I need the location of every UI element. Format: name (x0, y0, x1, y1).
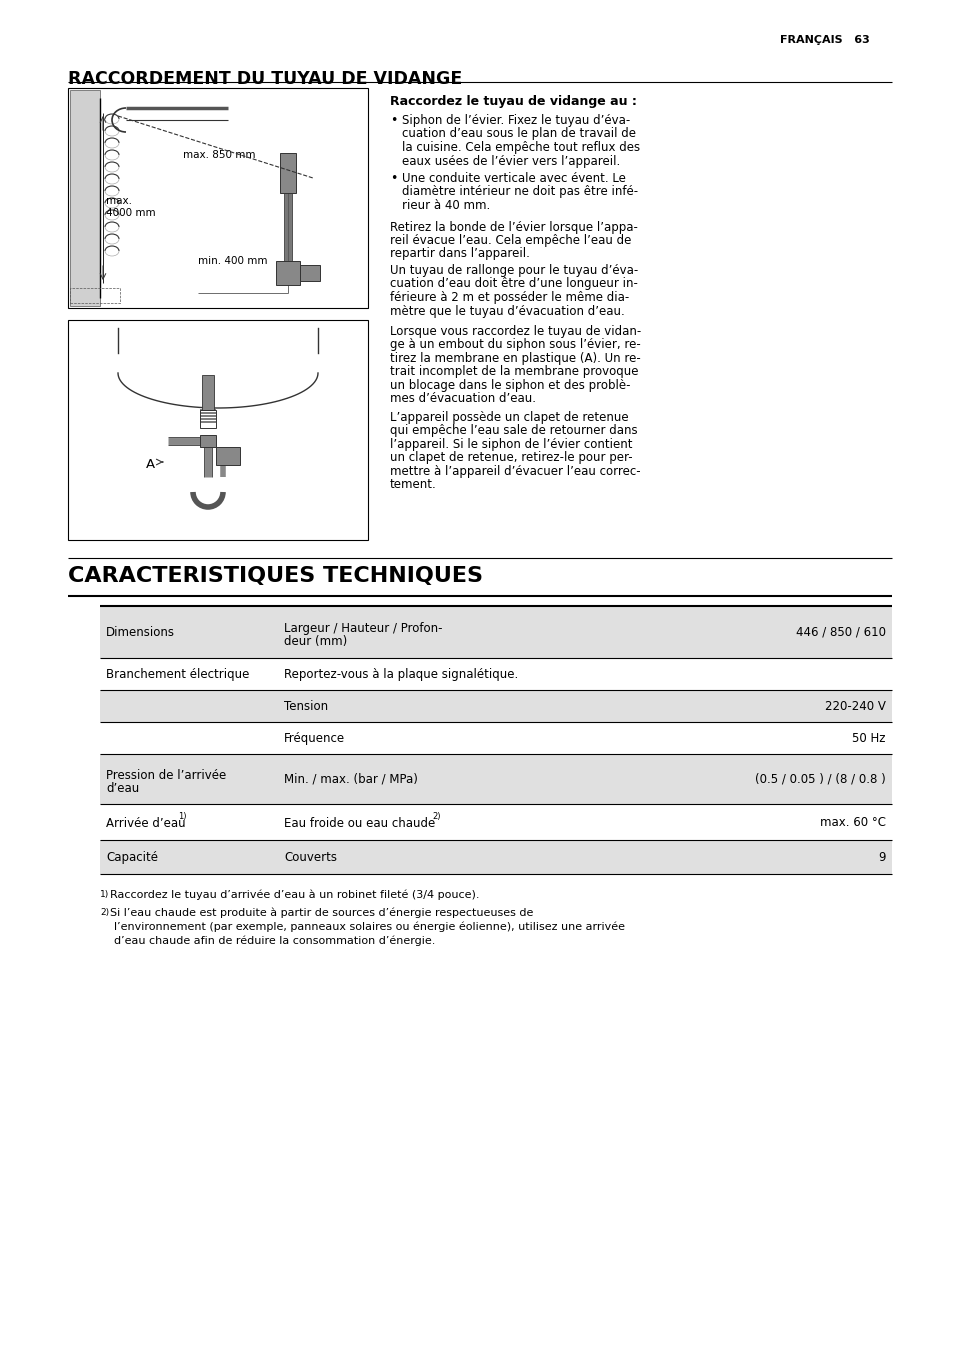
Bar (202, 375, 213, 410)
Text: eaux usées de l’évier vers l’appareil.: eaux usées de l’évier vers l’appareil. (401, 154, 619, 168)
Text: mètre que le tuyau d’évacuation d’eau.: mètre que le tuyau d’évacuation d’eau. (390, 304, 624, 318)
Text: A: A (146, 458, 155, 470)
Text: CARACTERISTIQUES TECHNIQUES: CARACTERISTIQUES TECHNIQUES (68, 566, 482, 585)
Text: Capacité: Capacité (106, 850, 158, 864)
Text: Si l’eau chaude est produite à partir de sources d’énergie respectueuses de: Si l’eau chaude est produite à partir de… (110, 909, 533, 918)
Text: max.: max. (106, 196, 132, 206)
Text: Lorsque vous raccordez le tuyau de vidan-: Lorsque vous raccordez le tuyau de vidan… (390, 324, 640, 338)
Text: Pression de l’arrivée: Pression de l’arrivée (106, 769, 226, 781)
Bar (200, 435, 215, 448)
Text: reil évacue l’eau. Cela empêche l’eau de: reil évacue l’eau. Cela empêche l’eau de (390, 234, 631, 247)
Text: d’eau: d’eau (106, 781, 139, 795)
Text: 1): 1) (100, 890, 110, 899)
Text: diamètre intérieur ne doit pas être infé-: diamètre intérieur ne doit pas être infé… (401, 185, 638, 199)
Text: un clapet de retenue, retirez-le pour per-: un clapet de retenue, retirez-le pour pe… (390, 452, 632, 465)
Text: la cuisine. Cela empêche tout reflux des: la cuisine. Cela empêche tout reflux des (401, 141, 639, 154)
Text: tirez la membrane en plastique (A). Un re-: tirez la membrane en plastique (A). Un r… (390, 352, 640, 365)
Text: 9: 9 (878, 850, 885, 864)
Text: max. 850 mm: max. 850 mm (183, 150, 255, 160)
Text: qui empêche l’eau sale de retourner dans: qui empêche l’eau sale de retourner dans (390, 425, 637, 438)
Text: Siphon de l’évier. Fixez le tuyau d’éva-: Siphon de l’évier. Fixez le tuyau d’éva- (401, 114, 630, 127)
Text: 220-240 V: 220-240 V (824, 700, 885, 713)
Text: Raccordez le tuyau de vidange au :: Raccordez le tuyau de vidange au : (390, 95, 637, 108)
Bar (68, 88, 368, 308)
Text: Eau froide ou eau chaude: Eau froide ou eau chaude (284, 817, 435, 830)
Text: rieur à 40 mm.: rieur à 40 mm. (401, 199, 490, 212)
Bar (215, 448, 240, 465)
Text: 1): 1) (178, 813, 186, 821)
Bar (100, 690, 891, 722)
Text: ge à un embout du siphon sous l’évier, re-: ge à un embout du siphon sous l’évier, r… (390, 338, 640, 352)
Text: Dimensions: Dimensions (106, 626, 174, 639)
Bar (200, 410, 215, 429)
Text: max. 60 °C: max. 60 °C (820, 817, 885, 829)
Bar (100, 804, 891, 840)
Bar (100, 840, 891, 873)
Bar (100, 754, 891, 804)
Text: 446 / 850 / 610: 446 / 850 / 610 (795, 626, 885, 639)
Bar (100, 658, 891, 690)
Bar (100, 606, 891, 658)
Text: RACCORDEMENT DU TUYAU DE VIDANGE: RACCORDEMENT DU TUYAU DE VIDANGE (68, 70, 462, 88)
Text: Une conduite verticale avec évent. Le: Une conduite verticale avec évent. Le (401, 172, 625, 185)
Text: cuation d’eau sous le plan de travail de: cuation d’eau sous le plan de travail de (401, 127, 636, 141)
Text: min. 400 mm: min. 400 mm (198, 256, 267, 266)
Bar (299, 265, 319, 281)
Text: (0.5 / 0.05 ) / (8 / 0.8 ): (0.5 / 0.05 ) / (8 / 0.8 ) (755, 773, 885, 786)
Text: 2): 2) (100, 909, 109, 917)
Text: Retirez la bonde de l’évier lorsque l’appa-: Retirez la bonde de l’évier lorsque l’ap… (390, 220, 638, 234)
Text: l’appareil. Si le siphon de l’évier contient: l’appareil. Si le siphon de l’évier cont… (390, 438, 632, 452)
Text: trait incomplet de la membrane provoque: trait incomplet de la membrane provoque (390, 365, 638, 379)
Text: Couverts: Couverts (284, 850, 336, 864)
Text: Branchement électrique: Branchement électrique (106, 668, 249, 681)
Text: 2): 2) (432, 813, 440, 821)
Text: Raccordez le tuyau d’arrivée d’eau à un robinet fileté (3/4 pouce).: Raccordez le tuyau d’arrivée d’eau à un … (110, 890, 479, 900)
Bar (70, 91, 100, 306)
Text: Fréquence: Fréquence (284, 731, 345, 745)
Text: tement.: tement. (390, 479, 436, 492)
Text: •: • (390, 172, 397, 185)
Text: 50 Hz: 50 Hz (852, 731, 885, 745)
Text: mettre à l’appareil d’évacuer l’eau correc-: mettre à l’appareil d’évacuer l’eau corr… (390, 465, 640, 479)
Bar (70, 288, 120, 303)
Bar (280, 153, 295, 193)
Text: repartir dans l’appareil.: repartir dans l’appareil. (390, 247, 529, 261)
Text: 4000 mm: 4000 mm (106, 208, 155, 218)
Text: un blocage dans le siphon et des problè-: un blocage dans le siphon et des problè- (390, 379, 630, 392)
Bar (275, 261, 299, 285)
Text: Min. / max. (bar / MPa): Min. / max. (bar / MPa) (284, 773, 417, 786)
Text: mes d’évacuation d’eau.: mes d’évacuation d’eau. (390, 392, 536, 406)
Bar (68, 320, 368, 539)
Bar (100, 722, 891, 754)
Text: FRANÇAIS   63: FRANÇAIS 63 (780, 35, 869, 45)
Text: L’appareil possède un clapet de retenue: L’appareil possède un clapet de retenue (390, 411, 628, 425)
Text: Largeur / Hauteur / Profon-: Largeur / Hauteur / Profon- (284, 622, 442, 635)
Text: d’eau chaude afin de réduire la consommation d’énergie.: d’eau chaude afin de réduire la consomma… (113, 936, 435, 945)
Text: Arrivée d’eau: Arrivée d’eau (106, 817, 190, 830)
Text: •: • (390, 114, 397, 127)
Text: deur (mm): deur (mm) (284, 635, 347, 648)
Text: Tension: Tension (284, 700, 328, 713)
Text: cuation d’eau doit être d’une longueur in-: cuation d’eau doit être d’une longueur i… (390, 277, 638, 291)
Text: l’environnement (par exemple, panneaux solaires ou énergie éolienne), utilisez u: l’environnement (par exemple, panneaux s… (113, 922, 624, 932)
Text: Un tuyau de rallonge pour le tuyau d’éva-: Un tuyau de rallonge pour le tuyau d’éva… (390, 264, 638, 277)
Text: férieure à 2 m et posséder le même dia-: férieure à 2 m et posséder le même dia- (390, 291, 629, 304)
Text: Reportez-vous à la plaque signalétique.: Reportez-vous à la plaque signalétique. (284, 668, 517, 681)
